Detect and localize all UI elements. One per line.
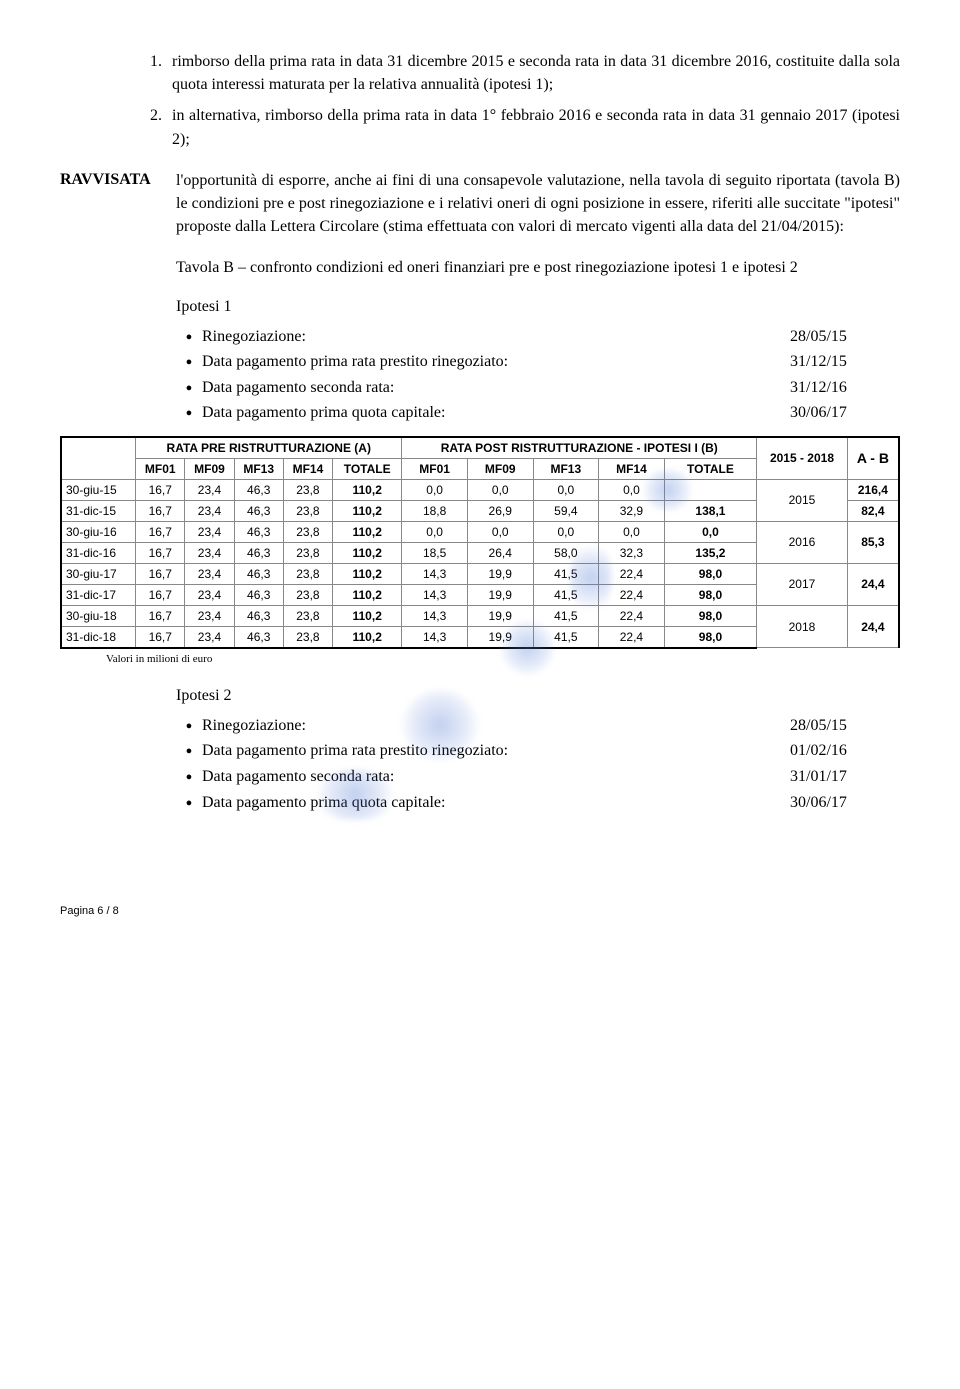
tavola-b-label: Tavola B – confronto condizioni ed oneri…: [60, 256, 900, 279]
valori-note: Valori in milioni di euro: [60, 653, 900, 665]
table-row: 30-giu-1616,723,446,323,8110,20,00,00,00…: [61, 521, 899, 542]
bullet-icon: ●: [176, 743, 202, 761]
bullet-label: Data pagamento prima rata prestito rineg…: [202, 738, 790, 764]
bullet-row: ●Data pagamento seconda rata:31/01/17: [176, 764, 900, 790]
bullet-row: ●Data pagamento prima rata prestito rine…: [176, 349, 900, 375]
bullet-value: 30/06/17: [790, 400, 900, 426]
bullet-row: ●Rinegoziazione:28/05/15: [176, 324, 900, 350]
table-b: RATA PRE RISTRUTTURAZIONE (A) RATA POST …: [60, 436, 900, 649]
bullet-label: Data pagamento seconda rata:: [202, 764, 790, 790]
list-item: 1. rimborso della prima rata in data 31 …: [150, 50, 900, 96]
ravvisata-heading: RAVVISATA: [60, 169, 176, 239]
ipotesi-1-block: Ipotesi 1 ●Rinegoziazione:28/05/15●Data …: [60, 298, 900, 426]
bullet-value: 28/05/15: [790, 713, 900, 739]
bullet-icon: ●: [176, 380, 202, 398]
bullet-icon: ●: [176, 795, 202, 813]
page-footer: Pagina 6 / 8: [60, 905, 900, 917]
header-pre: RATA PRE RISTRUTTURAZIONE (A): [136, 437, 402, 459]
bullet-icon: ●: [176, 354, 202, 372]
bullet-label: Data pagamento prima rata prestito rineg…: [202, 349, 790, 375]
bullet-label: Rinegoziazione:: [202, 713, 790, 739]
bullet-value: 01/02/16: [790, 738, 900, 764]
list-item: 2. in alternativa, rimborso della prima …: [150, 104, 900, 150]
bullet-label: Rinegoziazione:: [202, 324, 790, 350]
list-number: 2.: [150, 104, 172, 150]
table-row: 30-giu-1516,723,446,323,8110,20,00,00,00…: [61, 479, 899, 500]
bullet-row: ●Data pagamento seconda rata:31/12/16: [176, 375, 900, 401]
table-row: 30-giu-1716,723,446,323,8110,214,319,941…: [61, 563, 899, 584]
bullet-icon: ●: [176, 329, 202, 347]
header-diff: A - B: [847, 437, 899, 480]
bullet-label: Data pagamento prima quota capitale:: [202, 400, 790, 426]
bullet-icon: ●: [176, 769, 202, 787]
bullet-label: Data pagamento prima quota capitale:: [202, 790, 790, 816]
ravvisata-text: l'opportunità di esporre, anche ai fini …: [176, 169, 900, 239]
ipotesi-1-title: Ipotesi 1: [176, 298, 900, 316]
bullet-value: 31/12/15: [790, 349, 900, 375]
bullet-row: ●Rinegoziazione:28/05/15: [176, 713, 900, 739]
numbered-list: 1. rimborso della prima rata in data 31 …: [60, 50, 900, 151]
ipotesi-2-title: Ipotesi 2: [176, 687, 900, 705]
header-post: RATA POST RISTRUTTURAZIONE - IPOTESI I (…: [402, 437, 757, 459]
bullet-icon: ●: [176, 405, 202, 423]
ravvisata-block: RAVVISATA l'opportunità di esporre, anch…: [60, 169, 900, 239]
bullet-row: ●Data pagamento prima quota capitale:30/…: [176, 790, 900, 816]
bullet-value: 31/12/16: [790, 375, 900, 401]
ipotesi-2-block: Ipotesi 2 ●Rinegoziazione:28/05/15●Data …: [60, 687, 900, 815]
bullet-row: ●Data pagamento prima quota capitale:30/…: [176, 400, 900, 426]
list-text: in alternativa, rimborso della prima rat…: [172, 104, 900, 150]
list-text: rimborso della prima rata in data 31 dic…: [172, 50, 900, 96]
bullet-icon: ●: [176, 718, 202, 736]
bullet-value: 28/05/15: [790, 324, 900, 350]
list-number: 1.: [150, 50, 172, 96]
bullet-label: Data pagamento seconda rata:: [202, 375, 790, 401]
header-period: 2015 - 2018: [757, 437, 848, 480]
bullet-value: 30/06/17: [790, 790, 900, 816]
table-row: 30-giu-1816,723,446,323,8110,214,319,941…: [61, 605, 899, 626]
bullet-value: 31/01/17: [790, 764, 900, 790]
bullet-row: ●Data pagamento prima rata prestito rine…: [176, 738, 900, 764]
